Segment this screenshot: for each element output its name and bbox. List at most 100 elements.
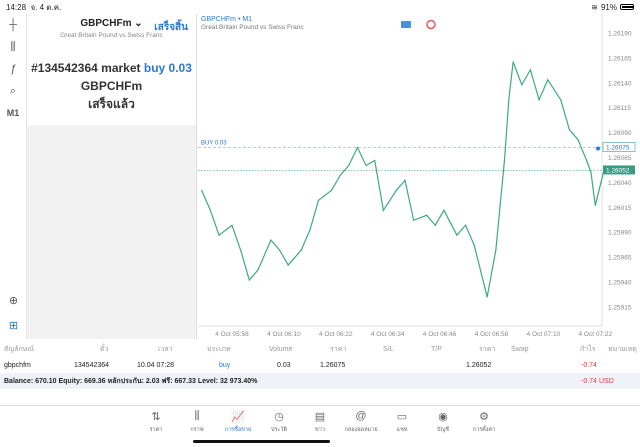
price-point <box>586 159 588 162</box>
price-point <box>529 69 532 71</box>
chevron-down-icon: ⌄ <box>134 18 143 29</box>
current-price-tag <box>603 165 635 175</box>
price-point <box>365 164 367 167</box>
price-point <box>464 224 467 226</box>
nav-icon: ◉ <box>438 411 448 423</box>
home-indicator <box>193 440 330 443</box>
nav-item[interactable]: ⫼ กราฟ <box>181 406 214 447</box>
price-point <box>270 239 272 241</box>
price-point <box>248 279 250 281</box>
table-row[interactable]: gbpchfm 134542364 10.04 07:28 buy 0.03 1… <box>0 357 640 373</box>
nav-label: กล่องจดหมาย <box>344 427 378 433</box>
function-icon[interactable]: ƒ <box>9 63 17 75</box>
order-symbol: GBPCHFm <box>80 79 143 93</box>
nav-item[interactable]: 📈 การซื้อขาย <box>222 406 255 447</box>
order-result: #134542364 market buy 0.03 GBPCHFm เสร็จ… <box>27 59 196 113</box>
price-point <box>348 164 350 167</box>
y-tick-label: 1.25940 <box>608 280 632 287</box>
price-point <box>538 99 540 101</box>
y-tick-label: 1.26165 <box>608 55 632 62</box>
price-point <box>434 224 436 226</box>
nav-label: การซื้อขาย <box>224 427 252 433</box>
price-point <box>547 79 549 81</box>
chart-title: GBPCHFm • M1 <box>201 16 253 23</box>
nav-item[interactable]: ◷ ประวัติ <box>263 406 296 447</box>
nav-icon: ⇅ <box>151 411 161 423</box>
column-header: ตั๋ว <box>100 345 109 353</box>
price-point <box>473 244 475 246</box>
chart-svg[interactable]: 1.26190 1.26165 1.26140 1.26115 1.26090 1.260… <box>198 14 640 341</box>
y-tick-label: 1.26015 <box>608 205 632 212</box>
nav-item[interactable]: ◉ บัญชี <box>427 406 460 447</box>
nav-icon: ▭ <box>396 411 408 423</box>
column-header: ราคา <box>479 345 496 353</box>
nav-item[interactable]: @ กล่องจดหมาย <box>345 406 378 447</box>
price-point <box>330 189 333 191</box>
cell-symbol: gbpchfm <box>4 361 31 369</box>
x-tick-label: 4 Oct 07:22 <box>578 331 612 338</box>
x-tick-label: 4 Oct 06:34 <box>371 331 405 338</box>
zoom-icon[interactable]: ⊕ <box>8 294 19 307</box>
price-point <box>456 234 458 236</box>
nav-item[interactable]: ▭ แชท <box>386 406 419 447</box>
buy-label: BUY 0.03 <box>201 141 227 147</box>
price-point <box>503 159 506 162</box>
y-tick-label: 1.26190 <box>608 31 632 38</box>
done-button[interactable]: เสร็จสิ้น <box>154 22 188 33</box>
battery-percent: 91% <box>600 2 617 12</box>
candlestick-icon[interactable]: ⫼ <box>10 40 16 53</box>
price-point <box>209 209 211 211</box>
price-point <box>339 174 341 177</box>
balance-text: Balance: 670.10 Equity: 669.36 หลักประกั… <box>4 377 258 385</box>
x-tick-label: 4 Oct 06:22 <box>319 331 353 338</box>
column-header: เวลา <box>158 345 173 353</box>
price-point <box>577 138 579 141</box>
column-header: T/P <box>431 345 442 353</box>
x-tick-label: 4 Oct 06:58 <box>475 331 509 338</box>
currency: USD <box>599 377 614 385</box>
nav-icon: ⫼ <box>194 410 200 422</box>
buy-marker <box>596 146 600 151</box>
positions-table: สัญลักษณ์ ตั๋ว เวลา ประเภท Volume ราคา S/L T/P ร… <box>0 341 640 389</box>
objects-icon[interactable]: ⌕ <box>9 84 17 97</box>
price-point <box>486 296 488 298</box>
y-tick-label: 1.25915 <box>608 304 632 311</box>
nav-item[interactable]: ⚙ การตั้งค่า <box>468 406 501 447</box>
price-point <box>382 209 384 211</box>
y-tick-label: 1.26040 <box>608 180 632 187</box>
status-bar: 14:28 จ. 4 ต.ค. ≋ 91% <box>0 0 640 14</box>
nav-label: ประวัติ <box>270 427 288 433</box>
buy-price-label: 1.26075 <box>606 145 630 152</box>
price-point <box>512 61 514 63</box>
nav-label: กราฟ <box>190 427 204 433</box>
price-point <box>426 214 428 216</box>
column-header: Swap <box>511 345 529 353</box>
column-header: สัญลักษณ์ <box>4 345 34 353</box>
price-point <box>309 229 311 231</box>
x-tick-label: 4 Oct 07:10 <box>527 331 561 338</box>
nav-item[interactable]: ▤ ข่าว <box>304 406 337 447</box>
trade-icon <box>401 21 411 28</box>
price-point <box>508 99 510 101</box>
cell-type: buy <box>219 361 231 369</box>
clock: 14:28 <box>6 2 27 12</box>
x-tick-label: 4 Oct 06:46 <box>423 331 457 338</box>
plot-area <box>198 14 602 326</box>
nav-label: การตั้งค่า <box>472 427 496 433</box>
price-point <box>560 99 562 101</box>
nav-icon: 📈 <box>231 411 245 423</box>
symbol-selector[interactable]: GBPCHFm ⌄ <box>27 14 196 29</box>
crosshair-icon[interactable]: ┼ <box>9 19 17 31</box>
nav-item[interactable]: ⇅ ราคา <box>140 406 173 447</box>
symbol-description: Great Britain Pound vs Swiss Franc <box>60 32 163 39</box>
symbol-label: GBPCHFm <box>80 18 132 29</box>
y-tick-label: 1.26090 <box>608 130 632 137</box>
price-chart[interactable]: 1.26190 1.26165 1.26140 1.26115 1.26090 1.260… <box>198 14 640 341</box>
order-side: buy 0.03 <box>143 61 192 75</box>
price-point <box>218 234 220 236</box>
add-icon[interactable]: ⊞ <box>8 319 19 332</box>
nav-icon: ⚙ <box>479 411 489 423</box>
timeframe-button[interactable]: M1 <box>6 108 20 118</box>
price-point <box>278 249 281 251</box>
column-header: ประเภท <box>207 345 231 353</box>
